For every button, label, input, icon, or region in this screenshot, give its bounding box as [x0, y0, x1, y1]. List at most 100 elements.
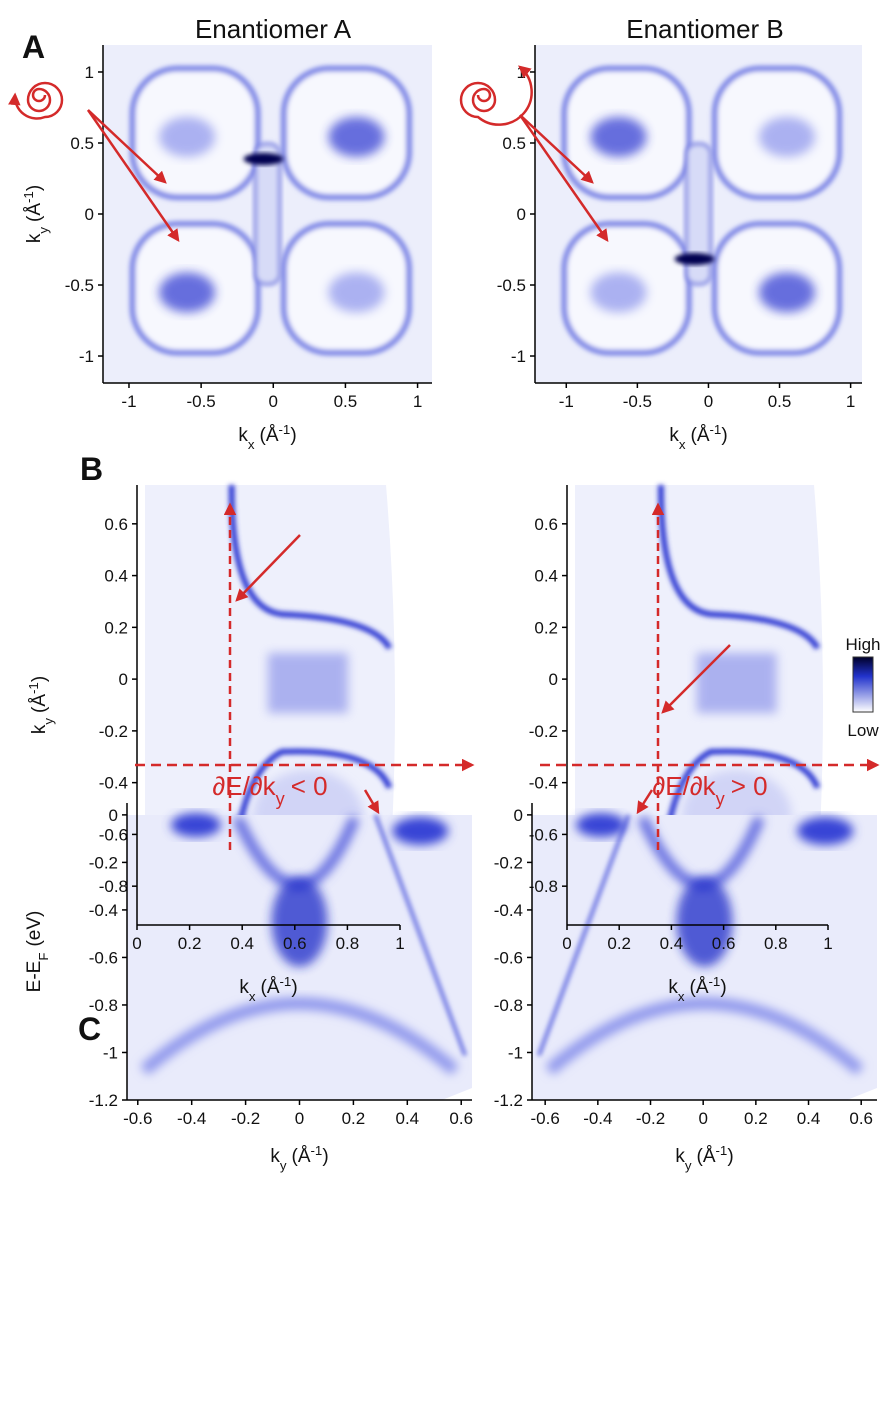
label-part: -1: [311, 1143, 323, 1158]
label-part: ): [24, 185, 45, 191]
x-tick-label: 0.5: [768, 392, 792, 411]
arrow: [661, 644, 731, 714]
label-part: k: [669, 425, 679, 446]
center-spot: [243, 153, 284, 165]
spiral: [459, 65, 533, 126]
x-tick-label: 0.6: [449, 1109, 473, 1128]
y-tick-label: 0.4: [104, 567, 128, 586]
y-tick-label: -0.6: [529, 825, 558, 844]
label-part: x: [678, 989, 685, 1004]
label-part: -1: [709, 974, 721, 989]
label-part: F: [36, 953, 51, 961]
label-part: x: [249, 989, 256, 1004]
linear-band: [373, 814, 467, 1057]
label-part: (Å: [260, 425, 279, 446]
y-tick-label: 0.6: [104, 515, 128, 534]
center-feature: [254, 142, 281, 286]
label-part: (Å: [690, 977, 709, 998]
colorbar: [852, 656, 874, 713]
label-part: y: [36, 227, 51, 234]
label-part: (eV): [24, 911, 45, 947]
y-tick-label: -0.2: [99, 722, 128, 741]
x-tick-label: 0.4: [395, 1109, 419, 1128]
x-tick-label: 0: [562, 934, 571, 953]
heatmap-image: [103, 45, 432, 383]
band: [657, 484, 821, 650]
y-tick-label: 0.4: [534, 567, 558, 586]
label-part: y: [685, 1158, 692, 1173]
x-tick-label: 0.4: [660, 934, 684, 953]
x-tick-label: 0: [132, 934, 141, 953]
y-tick-label: 0: [119, 670, 128, 689]
y-tick-label: -0.4: [99, 774, 128, 793]
band: [140, 997, 459, 1075]
y-tick-label: -0.8: [89, 996, 118, 1015]
intensity-spot: [328, 272, 385, 313]
label-part: ): [291, 977, 297, 998]
x-tick-label: 0.2: [342, 1109, 366, 1128]
arrow: [636, 789, 654, 815]
label-part: -1: [280, 974, 292, 989]
intensity-spot: [576, 813, 626, 837]
y-tick-label: 0: [85, 205, 94, 224]
x-tick-label: -0.6: [123, 1109, 152, 1128]
label-part: (Å: [697, 1146, 716, 1167]
label-part: ): [29, 676, 50, 682]
band: [545, 997, 864, 1075]
label-part: k: [238, 425, 248, 446]
y-tick-label: 0.5: [70, 134, 94, 153]
x-tick-label: 0.2: [178, 934, 202, 953]
panel-label: A: [22, 29, 45, 65]
arrow: [363, 789, 380, 815]
x-tick-label: 0: [269, 392, 278, 411]
band: [228, 484, 393, 650]
label-part: x: [248, 437, 255, 452]
intensity-spot: [159, 116, 216, 157]
label-part: (Å: [691, 425, 710, 446]
y-tick-label: -0.2: [494, 853, 523, 872]
annotation-part: y: [276, 789, 286, 809]
y-tick-label: 0.5: [502, 134, 526, 153]
panel-label: B: [80, 451, 103, 487]
x-tick-label: 0.6: [712, 934, 736, 953]
y-tick-label: -0.8: [99, 877, 128, 896]
label-part: ): [727, 1146, 733, 1167]
label-part: (Å: [24, 203, 45, 222]
arrow: [235, 534, 301, 602]
y-tick-label: -0.8: [529, 877, 558, 896]
label-part: k: [668, 977, 678, 998]
x-tick-label: 0: [295, 1109, 304, 1128]
x-tick-label: 0.5: [334, 392, 358, 411]
x-tick-label: 0.2: [607, 934, 631, 953]
y-tick-label: -0.4: [529, 774, 558, 793]
annotation: ∂E/∂ky > 0: [652, 771, 767, 809]
panel-title: Enantiomer A: [195, 14, 352, 44]
label-part: ): [720, 977, 726, 998]
center-feature: [685, 142, 712, 286]
label-part: (Å: [292, 1146, 311, 1167]
y-tick-label: -0.6: [89, 948, 118, 967]
intensity-spot: [758, 272, 815, 313]
y-tick-label: -1.2: [89, 1091, 118, 1110]
arrow: [86, 109, 180, 243]
heatmaps: [103, 45, 877, 1100]
x-tick-label: -1: [559, 392, 574, 411]
label-part: k: [675, 1146, 685, 1167]
label-part: E-E: [24, 961, 45, 993]
label-part: k: [24, 233, 45, 243]
colorbar-low: Low: [847, 721, 879, 740]
annotation-part: ∂E/∂k: [652, 771, 716, 801]
x-tick-label: 0.6: [849, 1109, 873, 1128]
x-tick-label: -0.4: [177, 1109, 206, 1128]
center-spot: [674, 253, 715, 265]
label-part: -1: [279, 422, 291, 437]
y-tick-label: -1: [79, 347, 94, 366]
x-tick-label: 0.6: [283, 934, 307, 953]
spiral: [8, 81, 64, 120]
label-part: x: [679, 437, 686, 452]
label-part: -1: [716, 1143, 728, 1158]
intensity-spot: [392, 817, 449, 845]
heatmap-image: [532, 813, 877, 1100]
intensity-spot: [758, 116, 815, 157]
